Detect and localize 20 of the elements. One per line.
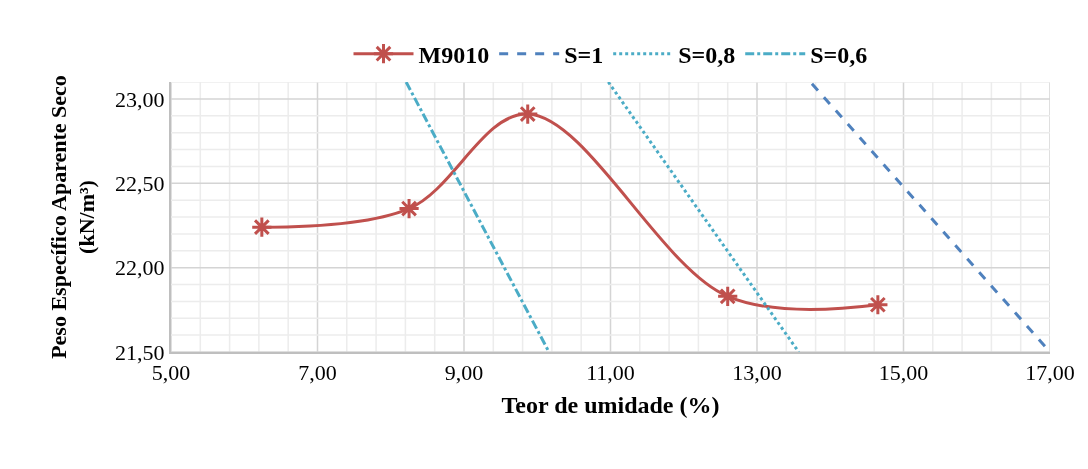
point <box>516 102 539 126</box>
y-axis-title: Peso Específico Aparente Seco (kN/m³) <box>45 75 100 359</box>
point <box>250 216 273 239</box>
point <box>866 293 889 316</box>
x-tick-label: 7,00 <box>298 360 337 386</box>
x-axis-title: Teor de umidade (%) <box>501 392 720 419</box>
x-tick-label: 9,00 <box>444 360 484 386</box>
x-tick-label: 13,00 <box>732 360 782 386</box>
y-tick-label: 22,00 <box>115 255 165 281</box>
point <box>716 285 739 308</box>
point <box>397 197 421 220</box>
x-tick-label: 11,00 <box>586 360 635 386</box>
x-tick-label: 17,00 <box>1025 360 1075 386</box>
x-tick-label: 15,00 <box>878 360 929 386</box>
legend-label: S=0,6 <box>810 42 868 69</box>
legend-label: S=0,8 <box>678 42 736 69</box>
y-tick-label: 22,50 <box>115 170 165 196</box>
legend-label: M9010 <box>418 42 490 69</box>
y-tick-label: 23,00 <box>115 86 165 112</box>
legend-label: S=1 <box>564 42 604 69</box>
